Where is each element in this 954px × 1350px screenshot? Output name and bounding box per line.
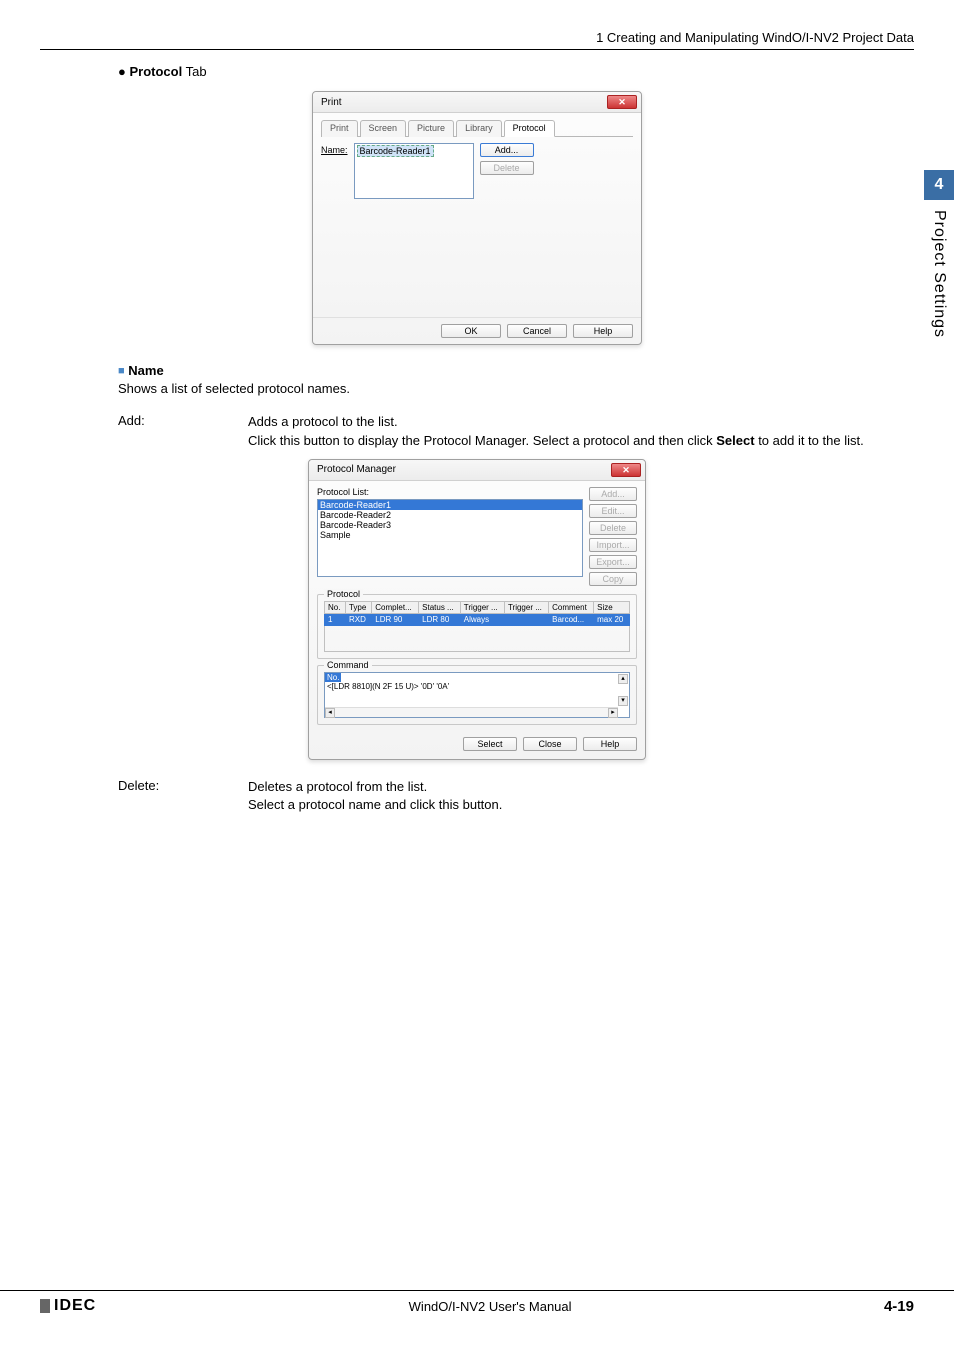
page-number: 4-19 (884, 1298, 914, 1315)
table-row[interactable]: 1 RXD LDR 90 LDR 80 Always Barcod... max… (325, 613, 630, 625)
th-size: Size (594, 601, 630, 613)
delete-label: Delete: (118, 778, 248, 816)
section-bullet: ● (118, 64, 126, 79)
print-dialog: Print ✕ Print Screen Picture Library Pro… (312, 91, 642, 345)
list-item[interactable]: Sample (318, 530, 582, 540)
section-title: ● Protocol Tab (118, 64, 914, 79)
th-complet: Complet... (372, 601, 419, 613)
select-button[interactable]: Select (463, 737, 517, 751)
page-footer: IDEC WindO/I-NV2 User's Manual 4-19 (0, 1290, 954, 1329)
pm-export-button[interactable]: Export... (589, 555, 637, 569)
th-comment: Comment (549, 601, 594, 613)
chapter-title: Project Settings (930, 200, 948, 348)
protocol-group-label: Protocol (324, 589, 363, 599)
pm-edit-button[interactable]: Edit... (589, 504, 637, 518)
name-desc: Shows a list of selected protocol names. (118, 380, 914, 399)
cancel-button[interactable]: Cancel (507, 324, 567, 338)
add-button[interactable]: Add... (480, 143, 534, 157)
header-text: 1 Creating and Manipulating WindO/I-NV2 … (40, 30, 914, 50)
help-button[interactable]: Help (583, 737, 637, 751)
horizontal-scrollbar[interactable]: ◂ ▸ (325, 707, 618, 717)
command-group-label: Command (324, 660, 372, 670)
section-suffix: Tab (182, 64, 206, 79)
tab-screen[interactable]: Screen (360, 120, 407, 137)
idec-logo: IDEC (40, 1297, 96, 1315)
th-type: Type (345, 601, 371, 613)
close-icon[interactable]: ✕ (611, 463, 641, 477)
name-list[interactable]: Barcode-Reader1 (354, 143, 474, 199)
tab-picture[interactable]: Picture (408, 120, 454, 137)
scroll-down-icon[interactable]: ▾ (618, 696, 628, 706)
cmd-header: No. (325, 673, 341, 682)
tab-protocol[interactable]: Protocol (504, 120, 555, 137)
add-line2: Click this button to display the Protoco… (248, 432, 914, 451)
pm-import-button[interactable]: Import... (589, 538, 637, 552)
help-button[interactable]: Help (573, 324, 633, 338)
scroll-left-icon[interactable]: ◂ (325, 708, 335, 718)
idec-text: IDEC (54, 1297, 96, 1315)
tab-library[interactable]: Library (456, 120, 502, 137)
th-no: No. (325, 601, 346, 613)
protocol-list-label: Protocol List: (317, 487, 583, 497)
name-heading: Name (128, 363, 163, 378)
list-item[interactable]: Barcode-Reader2 (318, 510, 582, 520)
delete-button[interactable]: Delete (480, 161, 534, 175)
pm-delete-button[interactable]: Delete (589, 521, 637, 535)
delete-line2: Select a protocol name and click this bu… (248, 796, 914, 815)
pm-copy-button[interactable]: Copy (589, 572, 637, 586)
command-box[interactable]: No. <[LDR 8810](N 2F 15 U)> '0D' '0A' ▴ … (324, 672, 630, 718)
pm-add-button[interactable]: Add... (589, 487, 637, 501)
pm-title: Protocol Manager (317, 464, 396, 475)
th-trigger1: Trigger ... (460, 601, 504, 613)
cmd-text: <[LDR 8810](N 2F 15 U)> '0D' '0A' (325, 682, 451, 691)
list-item[interactable]: Barcode-Reader1 (318, 500, 582, 510)
chapter-number: 4 (924, 170, 954, 200)
scroll-up-icon[interactable]: ▴ (618, 674, 628, 684)
delete-line1: Deletes a protocol from the list. (248, 778, 914, 797)
protocol-list[interactable]: Barcode-Reader1 Barcode-Reader2 Barcode-… (317, 499, 583, 577)
close-button[interactable]: Close (523, 737, 577, 751)
protocol-table: No. Type Complet... Status ... Trigger .… (324, 601, 630, 626)
protocol-manager-dialog: Protocol Manager ✕ Protocol List: Barcod… (308, 459, 646, 760)
list-item[interactable]: Barcode-Reader3 (318, 520, 582, 530)
th-trigger2: Trigger ... (504, 601, 548, 613)
section-label: Protocol (129, 64, 182, 79)
add-line1: Adds a protocol to the list. (248, 413, 914, 432)
idec-square-icon (40, 1299, 50, 1313)
ok-button[interactable]: OK (441, 324, 501, 338)
scroll-right-icon[interactable]: ▸ (608, 708, 618, 718)
th-status: Status ... (419, 601, 461, 613)
add-label: Add: (118, 413, 248, 451)
name-list-item[interactable]: Barcode-Reader1 (357, 145, 434, 157)
print-dialog-title: Print (321, 97, 342, 108)
square-bullet-icon: ■ (118, 365, 125, 377)
name-label: Name: (321, 143, 348, 155)
chapter-side-tab: 4 Project Settings (924, 170, 954, 348)
close-icon[interactable]: ✕ (607, 95, 637, 109)
footer-center: WindO/I-NV2 User's Manual (409, 1299, 572, 1314)
print-tabs: Print Screen Picture Library Protocol (321, 119, 633, 137)
tab-print[interactable]: Print (321, 120, 358, 137)
